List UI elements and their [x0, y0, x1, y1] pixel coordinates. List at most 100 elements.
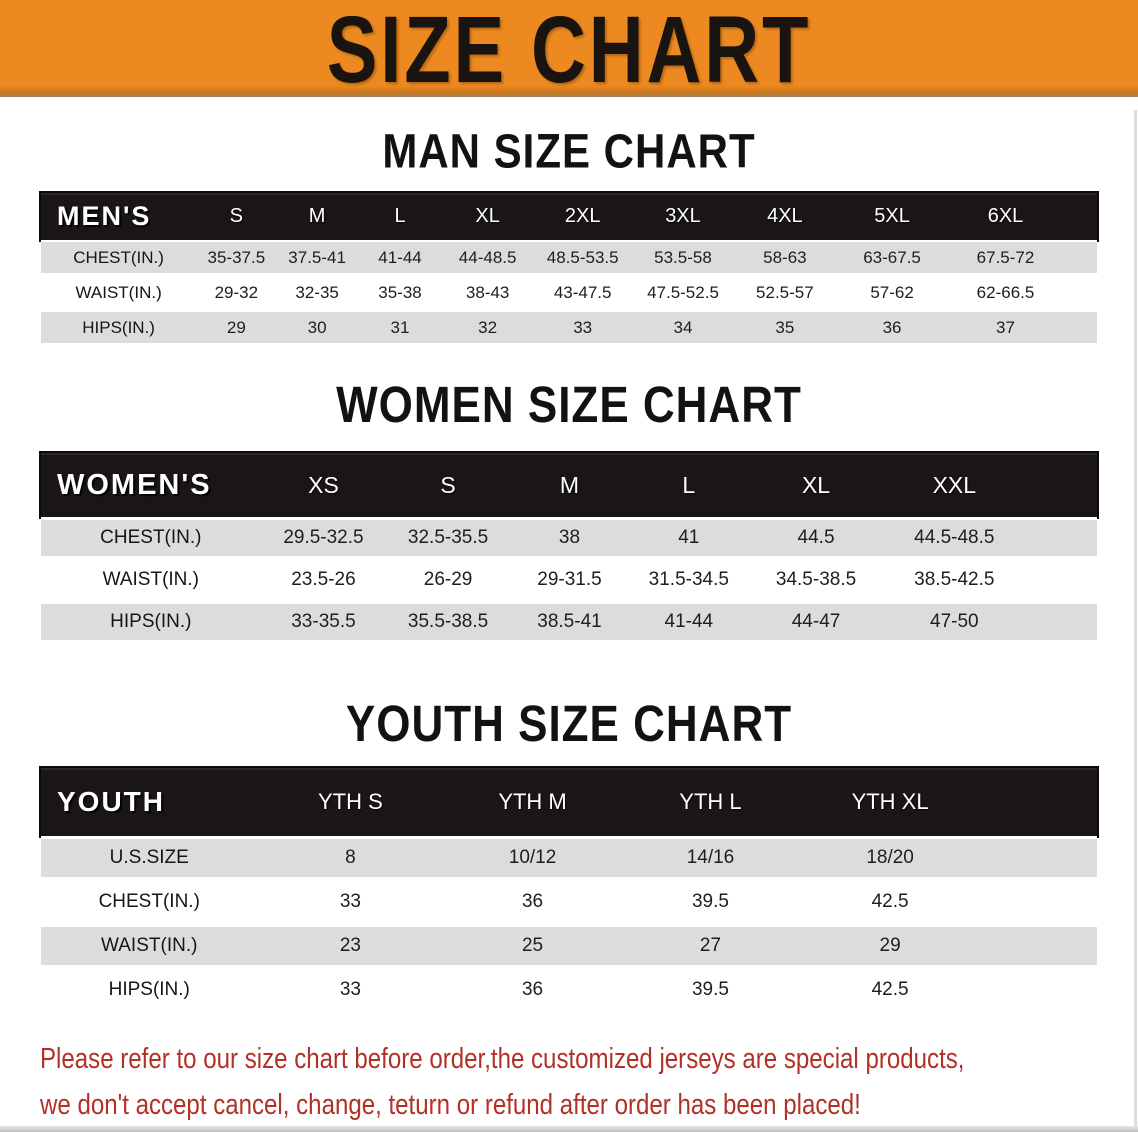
- value-cell: 29.5-32.5: [283, 527, 364, 548]
- value-cell: 29: [879, 935, 901, 956]
- value-cell: 39.5: [691, 891, 729, 912]
- column-header: S: [229, 205, 244, 227]
- value-cell: 39.5: [691, 979, 729, 1000]
- youth-hips-row: HIPS(IN.) 33 36 39.5 42.5: [41, 968, 1097, 1012]
- value-cell: 27: [699, 935, 722, 956]
- column-header: 2XL: [564, 205, 601, 227]
- row-label: U.S.SIZE: [109, 847, 189, 868]
- column-header: 5XL: [874, 205, 910, 227]
- value-cell: 33: [339, 891, 361, 912]
- value-cell: 31: [390, 317, 410, 337]
- womens-chest-row: CHEST(IN.) 29.5-32.5 32.5-35.5 38 41 44.…: [41, 517, 1097, 559]
- value-cell: 30: [307, 317, 327, 337]
- column-header: S: [440, 471, 456, 498]
- mens-size-table: MEN'S S M L XL 2XL 3XL 4XL 5XL 6XL CHEST…: [41, 193, 1097, 345]
- value-cell: 26-29: [423, 569, 473, 590]
- column-header: YTH L: [679, 789, 742, 814]
- value-cell: 34: [673, 317, 693, 337]
- value-cell: 41-44: [378, 247, 422, 267]
- value-cell: 8: [345, 847, 356, 868]
- value-cell: 37: [996, 317, 1015, 337]
- youth-section-heading: YOUTH SIZE CHART: [345, 696, 793, 753]
- youth-chest-row: CHEST(IN.) 33 36 39.5 42.5: [41, 880, 1097, 924]
- value-cell: 44.5-48.5: [914, 527, 995, 548]
- man-section-heading: MAN SIZE CHART: [382, 124, 756, 179]
- column-header: XS: [308, 471, 339, 498]
- value-cell: 32.5-35.5: [407, 527, 489, 548]
- column-header: 4XL: [767, 205, 803, 227]
- youth-corner-label: YOUTH: [57, 786, 165, 817]
- disclaimer: Please refer to our size chart before or…: [40, 1036, 1138, 1128]
- value-cell: 33-35.5: [291, 611, 356, 632]
- value-cell: 36: [521, 891, 544, 912]
- banner: SIZE CHART: [0, 0, 1138, 101]
- value-cell: 44-47: [791, 611, 841, 632]
- row-label: CHEST(IN.): [98, 891, 200, 912]
- value-cell: 38.5-42.5: [914, 569, 995, 590]
- row-label: HIPS(IN.): [108, 979, 190, 1000]
- value-cell: 41: [678, 527, 700, 548]
- womens-waist-row: WAIST(IN.) 23.5-26 26-29 29-31.5 31.5-34…: [41, 559, 1097, 601]
- value-cell: 47.5-52.5: [647, 282, 719, 302]
- value-cell: 35-38: [378, 282, 422, 302]
- row-label: CHEST(IN.): [100, 527, 202, 548]
- value-cell: 32: [478, 317, 498, 337]
- value-cell: 23: [339, 935, 361, 956]
- youth-size-table: YOUTH YTH S YTH M YTH L YTH XL U.S.SIZE …: [41, 768, 1097, 1012]
- value-cell: 33: [573, 317, 593, 337]
- value-cell: 44.5: [797, 527, 835, 548]
- value-cell: 34.5-38.5: [775, 569, 857, 590]
- value-cell: 43-47.5: [553, 282, 612, 302]
- mens-waist-row: WAIST(IN.) 29-32 32-35 35-38 38-43 43-47…: [41, 275, 1097, 310]
- value-cell: 37.5-41: [288, 247, 346, 267]
- value-cell: 41-44: [664, 611, 714, 632]
- column-header: M: [308, 205, 326, 227]
- mens-corner-label: MEN'S: [57, 201, 152, 231]
- banner-title: SIZE CHART: [326, 0, 812, 102]
- value-cell: 36: [882, 317, 902, 337]
- value-cell: 33: [339, 979, 361, 1000]
- value-cell: 18/20: [866, 847, 914, 868]
- value-cell: 23.5-26: [291, 569, 356, 590]
- womens-size-table: WOMEN'S XS S M L XL XXL CHEST(IN.) 29.5-…: [41, 453, 1097, 643]
- row-label: CHEST(IN.): [73, 247, 164, 267]
- youth-ussize-row: U.S.SIZE 8 10/12 14/16 18/20: [41, 836, 1097, 880]
- value-cell: 10/12: [508, 847, 557, 868]
- value-cell: 52.5-57: [756, 282, 814, 302]
- image-right-edge: [1134, 110, 1137, 1126]
- value-cell: 42.5: [871, 891, 909, 912]
- value-cell: 38.5-41: [537, 611, 602, 632]
- column-header: YTH S: [317, 789, 383, 814]
- womens-corner-label: WOMEN'S: [57, 468, 212, 501]
- value-cell: 63-67.5: [863, 247, 921, 267]
- row-label: HIPS(IN.): [110, 611, 192, 632]
- column-header: L: [394, 205, 406, 227]
- column-header: XL: [475, 205, 500, 227]
- value-cell: 31.5-34.5: [648, 569, 729, 590]
- value-cell: 62-66.5: [976, 282, 1035, 302]
- column-header: 6XL: [987, 205, 1024, 227]
- image-bottom-edge: [0, 1126, 1138, 1132]
- mens-hips-row: HIPS(IN.) 29 30 31 32 33 34 35 36 37: [41, 310, 1097, 345]
- value-cell: 58-63: [763, 247, 807, 267]
- column-header: YTH M: [498, 789, 567, 814]
- value-cell: 47-50: [930, 611, 979, 632]
- value-cell: 57-62: [870, 282, 914, 302]
- disclaimer-line-2: we don't accept cancel, change, teturn o…: [40, 1089, 861, 1121]
- women-section-heading: WOMEN SIZE CHART: [336, 377, 802, 434]
- column-header: M: [559, 471, 580, 498]
- column-header: 3XL: [665, 205, 701, 227]
- row-label: WAIST(IN.): [101, 935, 198, 956]
- value-cell: 38: [558, 527, 581, 548]
- value-cell: 67.5-72: [976, 247, 1035, 267]
- value-cell: 35.5-38.5: [407, 611, 489, 632]
- row-label: WAIST(IN.): [75, 282, 162, 302]
- column-header: YTH XL: [851, 789, 929, 814]
- disclaimer-line-1: Please refer to our size chart before or…: [40, 1043, 965, 1075]
- value-cell: 14/16: [686, 847, 735, 868]
- value-cell: 48.5-53.5: [546, 247, 619, 267]
- value-cell: 36: [521, 979, 544, 1000]
- value-cell: 29: [226, 317, 246, 337]
- value-cell: 29-32: [214, 282, 259, 302]
